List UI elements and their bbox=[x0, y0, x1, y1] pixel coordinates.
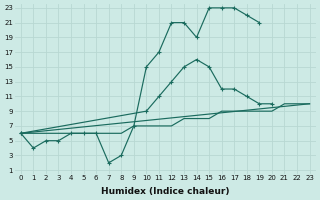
X-axis label: Humidex (Indice chaleur): Humidex (Indice chaleur) bbox=[101, 187, 229, 196]
